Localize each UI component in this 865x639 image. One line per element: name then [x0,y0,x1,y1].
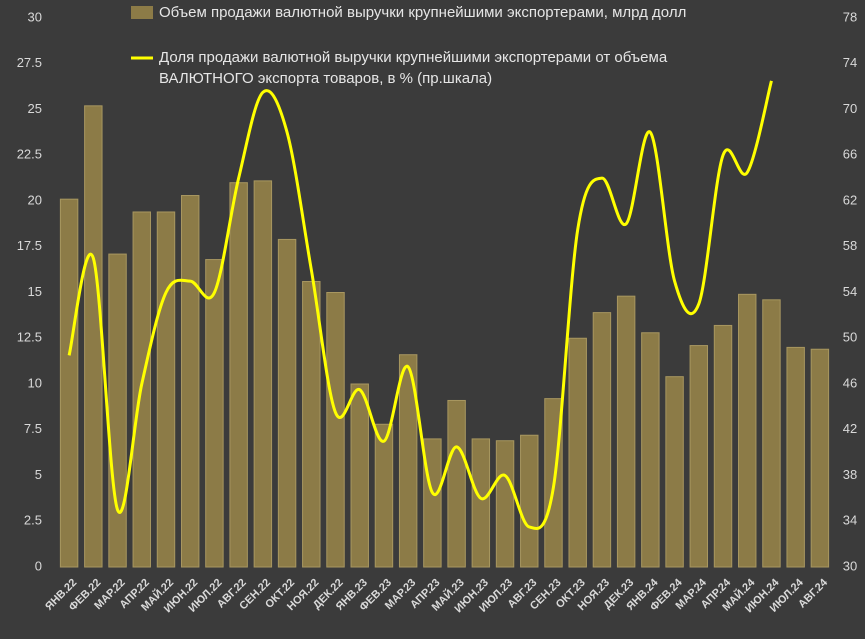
bar [253,180,273,568]
line [67,80,773,530]
y-tick-label: 22.5 [17,147,42,162]
bar [665,376,684,568]
bar [471,438,491,568]
bar [180,195,200,568]
bar [689,345,709,568]
bar [108,253,127,568]
bar [495,440,515,568]
y-tick-label: 7.5 [24,421,42,436]
y2-tick-label: 38 [843,467,857,482]
y-tick-label: 10 [28,375,42,390]
bar [277,238,297,568]
y2-tick-label: 30 [843,558,857,573]
bar [59,198,79,568]
legend-label: Объем продажи валютной выручки крупнейши… [159,4,687,21]
y2-tick-label: 46 [843,375,857,390]
bar [156,211,176,568]
y-tick-label: 2.5 [24,513,42,528]
y2-tick-label: 70 [843,101,857,116]
y-tick-label: 17.5 [17,238,42,253]
y2-tick-label: 54 [843,284,857,299]
legend-swatch [131,6,153,19]
y-tick-label: 15 [28,284,42,299]
bar [568,337,587,568]
bar [786,346,805,568]
bar [205,259,224,568]
bar [302,281,321,568]
y2-tick-label: 50 [843,330,857,345]
bar [738,293,757,568]
y-tick-label: 20 [28,192,42,207]
bar [374,423,394,568]
y2-tick-label: 66 [843,147,857,162]
bar [350,383,369,568]
bar [326,292,345,568]
y2-tick-label: 34 [843,513,857,528]
bar [520,434,539,568]
y-tick-label: 30 [28,9,42,24]
bar [229,182,248,568]
y-tick-label: 25 [28,101,42,116]
bar [447,399,466,568]
bar [641,332,660,568]
y-tick-label: 5 [35,467,42,482]
y2-tick-label: 78 [843,9,857,24]
bar [616,295,636,568]
bar [810,348,830,568]
bar [84,105,103,568]
y2-tick-label: 74 [843,55,857,70]
bar [398,354,418,568]
bar [423,438,442,568]
bar [713,324,733,568]
legend-label: Доля продажи валютной выручки крупнейшим… [159,49,668,87]
bar [592,312,612,568]
bar [762,299,781,568]
y-tick-label: 0 [35,558,42,573]
y-tick-label: 12.5 [17,330,42,345]
y2-tick-label: 62 [843,192,857,207]
y-tick-label: 27.5 [17,55,42,70]
y2-tick-label: 42 [843,421,857,436]
y2-tick-label: 58 [843,238,857,253]
